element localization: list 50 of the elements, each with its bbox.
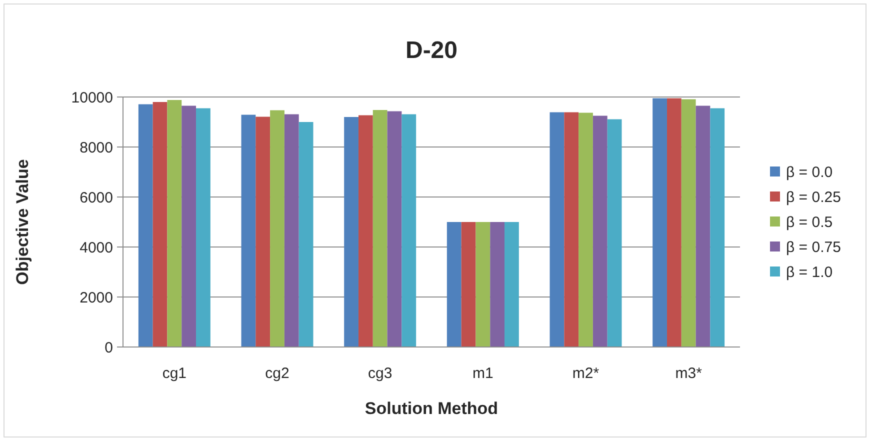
bar <box>652 98 667 347</box>
y-axis-title: Objective Value <box>13 159 32 285</box>
y-tick-label: 4000 <box>80 239 113 256</box>
bar <box>710 108 725 347</box>
bar <box>241 114 256 347</box>
legend-label: β = 1.0 <box>786 264 833 281</box>
bar <box>372 110 388 347</box>
x-tick-label: m2* <box>572 365 600 382</box>
bar <box>298 122 314 347</box>
bar <box>256 116 270 347</box>
legend-label: β = 0.25 <box>786 188 841 206</box>
x-tick-label: m1 <box>472 365 494 382</box>
bar <box>476 222 490 347</box>
bar <box>284 114 299 347</box>
x-axis-title: Solution Method <box>364 399 498 418</box>
bar <box>592 116 608 347</box>
x-tick-label: cg3 <box>368 365 392 382</box>
bar <box>681 99 696 347</box>
bar <box>138 104 153 347</box>
x-tick-label: cg1 <box>162 365 187 382</box>
bar <box>564 112 579 347</box>
x-tick-label: m3* <box>675 365 702 382</box>
y-tick-label: 6000 <box>80 189 113 206</box>
y-tick-label: 10000 <box>71 89 113 106</box>
chart-title: D-20 <box>405 37 458 64</box>
bar <box>358 115 373 347</box>
bar <box>461 222 476 347</box>
bar <box>607 119 622 347</box>
bar <box>152 102 168 347</box>
x-tick-label: cg2 <box>265 365 290 382</box>
bar <box>578 112 593 347</box>
bar <box>550 112 564 347</box>
bar <box>666 98 682 347</box>
legend-label: β = 0.75 <box>786 238 841 256</box>
bar <box>504 222 519 347</box>
bar <box>402 114 416 347</box>
bar <box>167 100 182 347</box>
bar <box>270 110 284 347</box>
bar <box>696 106 710 347</box>
bar <box>182 106 196 347</box>
bar <box>196 108 210 347</box>
y-tick-label: 2000 <box>80 289 113 306</box>
bar <box>446 222 462 347</box>
legend-label: β = 0.5 <box>786 214 833 231</box>
bar <box>387 111 402 347</box>
bar <box>344 117 358 347</box>
bar <box>490 222 505 347</box>
y-tick-label: 8000 <box>80 139 113 156</box>
legend-label: β = 0.0 <box>786 164 833 181</box>
y-tick-label: 0 <box>104 339 113 356</box>
